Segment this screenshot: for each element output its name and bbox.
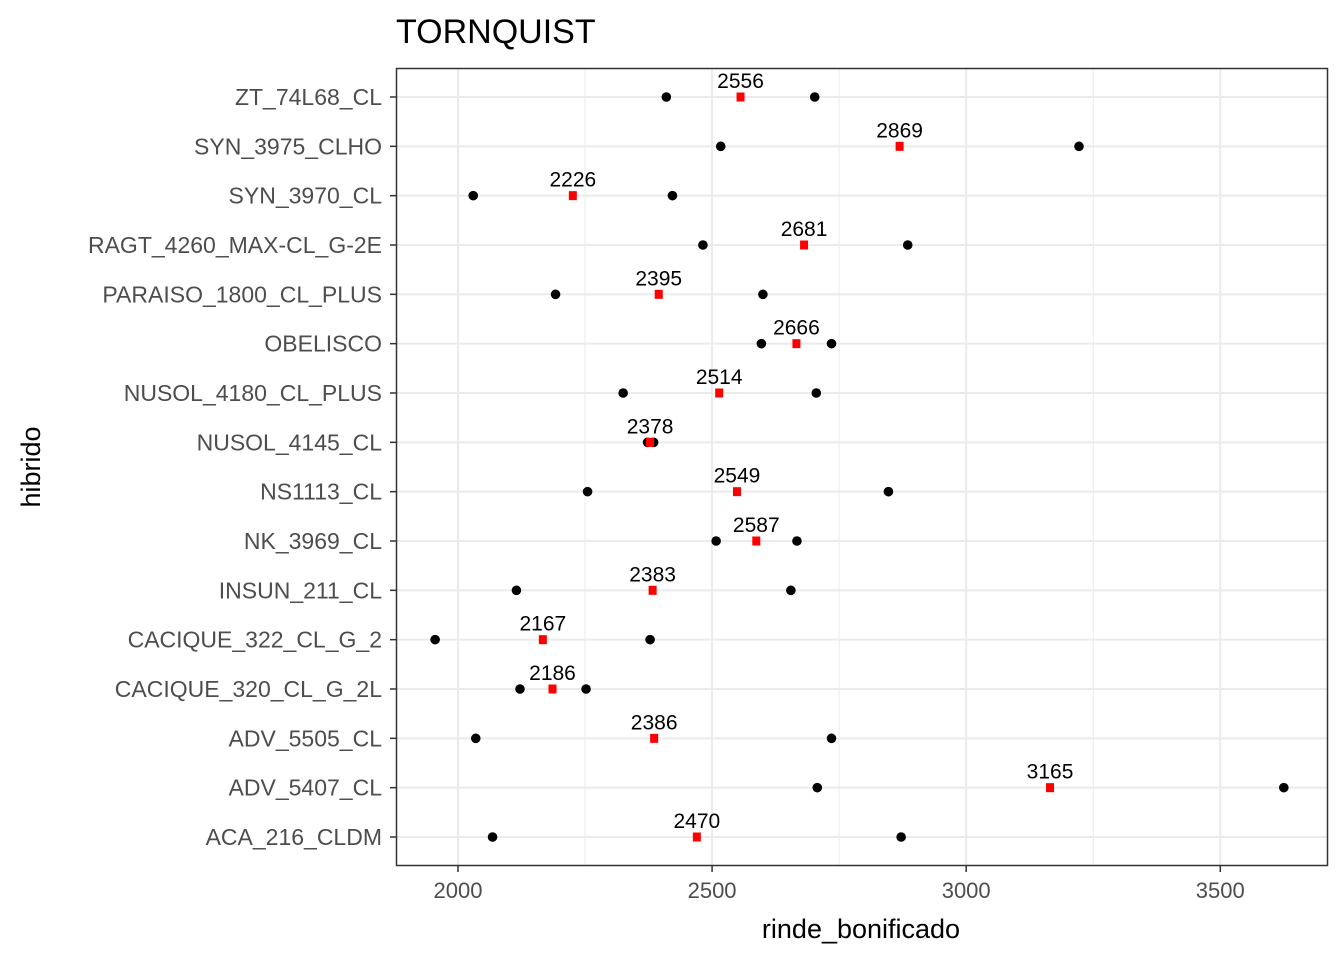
- x-tick-label: 3500: [1196, 878, 1245, 903]
- mean-label: 2556: [717, 70, 764, 93]
- y-tick-label: OBELISCO: [264, 331, 382, 357]
- mean-label: 2666: [773, 317, 820, 340]
- observation-point: [698, 240, 708, 250]
- mean-label: 2869: [876, 119, 923, 142]
- y-axis: ACA_216_CLDM ADV_5407_CL ADV_5505_CL CACIQU…: [88, 84, 397, 850]
- observation-point: [896, 832, 906, 842]
- observation-point: [758, 289, 768, 300]
- mean-label: 2549: [714, 465, 761, 488]
- x-axis-title: rinde_bonificado: [762, 914, 960, 944]
- observation-point: [711, 536, 721, 546]
- y-tick-label: CACIQUE_320_CL_G_2L: [115, 676, 382, 702]
- observation-point: [430, 634, 440, 645]
- plot-points: 2470 3165 2386 2186 2167 2383 2587 2549 2378 2514…: [430, 70, 1289, 842]
- mean-label: 2383: [629, 563, 676, 586]
- mean-marker: [1046, 783, 1055, 793]
- observation-point: [645, 634, 655, 645]
- observation-point: [792, 536, 802, 546]
- mean-label: 2514: [696, 366, 743, 389]
- y-tick-label: ADV_5505_CL: [229, 725, 383, 751]
- observation-point: [581, 684, 591, 694]
- x-tick-label: 2500: [688, 878, 737, 903]
- mean-marker: [692, 832, 701, 842]
- mean-label: 2226: [549, 169, 596, 192]
- mean-marker: [715, 388, 724, 398]
- y-tick-label: NS1113_CL: [260, 479, 382, 505]
- y-tick-label: RAGT_4260_MAX-CL_G-2E: [88, 232, 382, 258]
- mean-marker: [650, 733, 659, 743]
- observation-point: [550, 289, 561, 300]
- mean-marker: [732, 487, 741, 497]
- mean-marker: [548, 684, 557, 694]
- mean-label: 2186: [529, 662, 576, 685]
- observation-point: [883, 486, 894, 497]
- mean-marker: [752, 536, 761, 546]
- y-tick-label: CACIQUE_322_CL_G_2: [128, 627, 382, 653]
- observation-point: [902, 240, 913, 250]
- observation-point: [826, 733, 837, 744]
- panel-border: [395, 67, 1329, 867]
- mean-label: 2386: [631, 711, 678, 734]
- y-axis-title: hibrido: [16, 426, 46, 507]
- mean-marker: [646, 437, 655, 447]
- y-tick-label: ZT_74L68_CL: [235, 84, 382, 110]
- mean-label: 2681: [781, 218, 828, 241]
- x-tick-label: 2000: [434, 878, 483, 903]
- observation-point: [468, 190, 479, 201]
- observation-point: [756, 338, 767, 349]
- observation-point: [487, 832, 498, 842]
- mean-label: 2167: [519, 613, 566, 636]
- observation-point: [515, 684, 525, 694]
- mean-label: 2587: [733, 514, 780, 537]
- observation-point: [715, 141, 726, 152]
- observation-point: [826, 338, 837, 349]
- observation-point: [812, 782, 823, 793]
- y-tick-label: INSUN_211_CL: [219, 577, 382, 603]
- mean-label: 2378: [627, 415, 674, 438]
- y-tick-label: NUSOL_4145_CL: [197, 429, 383, 455]
- observation-point: [661, 92, 672, 102]
- observation-point: [470, 733, 481, 744]
- observation-point: [667, 190, 678, 201]
- mean-marker: [654, 289, 663, 299]
- mean-marker: [736, 92, 745, 102]
- observation-point: [809, 92, 820, 102]
- mean-marker: [538, 635, 547, 645]
- mean-marker: [800, 240, 809, 250]
- y-tick-label: PARAISO_1800_CL_PLUS: [102, 281, 382, 307]
- mean-marker: [648, 585, 657, 595]
- y-tick-label: ACA_216_CLDM: [206, 824, 382, 850]
- observation-point: [1279, 782, 1289, 793]
- y-tick-label: NK_3969_CL: [244, 528, 382, 554]
- grid: [397, 69, 1327, 865]
- y-tick-label: SYN_3970_CL: [229, 183, 383, 209]
- x-tick-label: 3000: [942, 878, 991, 903]
- y-tick-label: SYN_3975_CLHO: [194, 133, 382, 159]
- mean-label: 3165: [1027, 761, 1074, 784]
- observation-point: [618, 388, 628, 398]
- mean-label: 2395: [635, 267, 682, 290]
- mean-marker: [568, 191, 577, 201]
- observation-point: [786, 585, 796, 596]
- chart-title: TORNQUIST: [396, 13, 596, 51]
- y-tick-label: NUSOL_4180_CL_PLUS: [124, 380, 382, 406]
- mean-marker: [792, 339, 801, 349]
- mean-label: 2470: [673, 810, 720, 833]
- mean-marker: [895, 141, 904, 151]
- observation-point: [582, 486, 593, 497]
- observation-point: [1074, 141, 1084, 152]
- x-axis: 2000 2500 3000 3500: [434, 865, 1245, 903]
- observation-point: [811, 388, 822, 398]
- observation-point: [511, 585, 522, 596]
- y-tick-label: ADV_5407_CL: [229, 775, 383, 801]
